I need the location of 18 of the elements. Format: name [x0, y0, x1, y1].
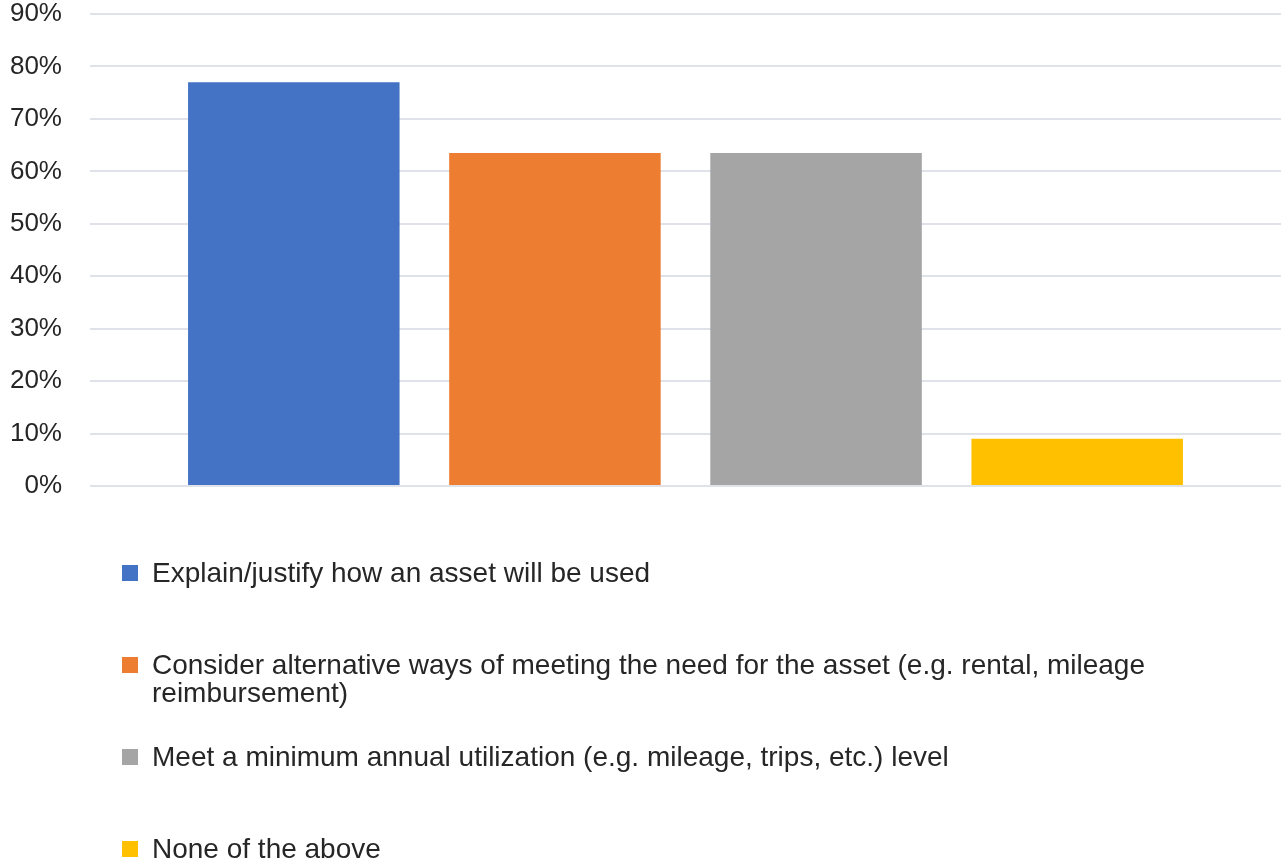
bar — [971, 438, 1183, 485]
y-tick-label: 20% — [9, 364, 62, 395]
y-tick-label: 60% — [9, 154, 62, 185]
legend-label: None of the above — [152, 833, 381, 864]
legend-label: Consider alternative ways of meeting the need for the asset (e.g. rental, mileage reimbursement) — [152, 649, 1146, 708]
y-tick-label: 0% — [24, 469, 62, 500]
y-tick-label: 50% — [9, 206, 62, 237]
y-tick-label: 90% — [9, 0, 62, 28]
y-tick-label: 70% — [9, 102, 62, 133]
y-tick-label: 40% — [9, 259, 62, 290]
y-tick-label: 30% — [9, 311, 62, 342]
y-tick-label: 80% — [9, 49, 62, 80]
y-tick-label: 10% — [9, 416, 62, 447]
bar — [449, 152, 661, 485]
bar — [188, 82, 400, 485]
legend-label: Explain/justify how an asset will be used — [152, 557, 651, 588]
legend-label: Meet a minimum annual utilization (e.g. mileage, trips, etc.) level — [152, 741, 949, 772]
bar — [710, 152, 922, 485]
